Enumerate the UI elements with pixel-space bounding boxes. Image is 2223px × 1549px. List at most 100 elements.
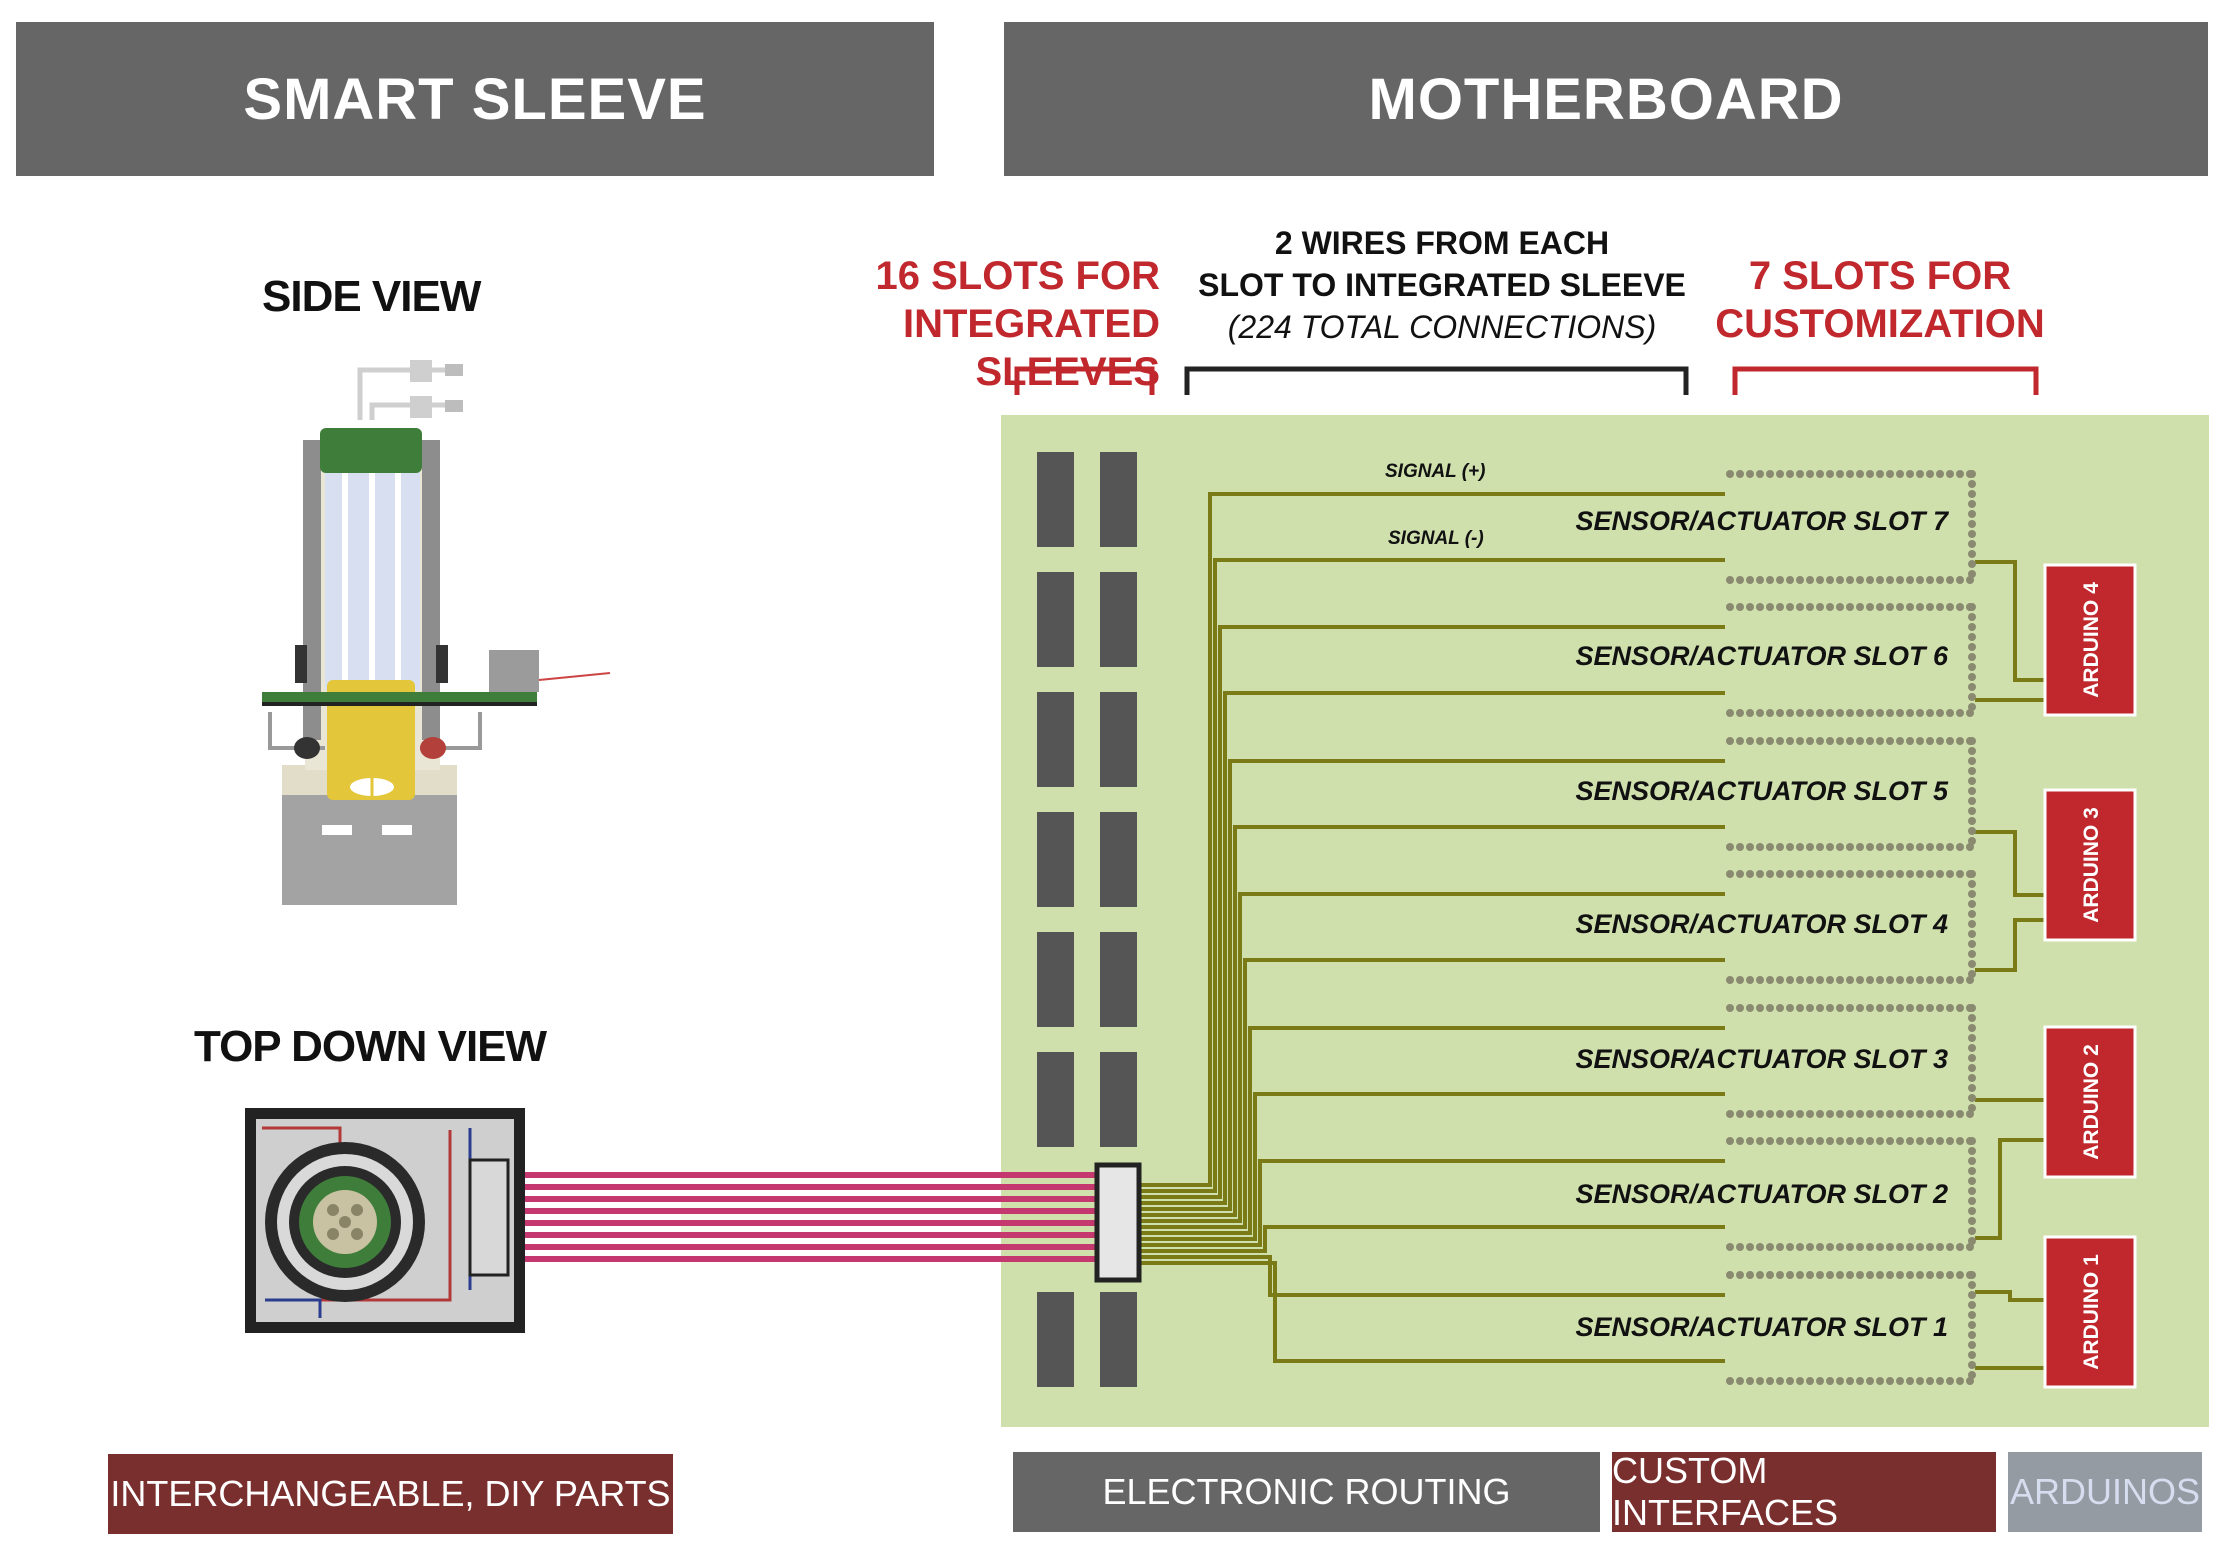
- connector-pin: [1946, 1377, 1954, 1385]
- connector-pin: [1866, 870, 1874, 878]
- connector-pin: [1736, 870, 1744, 878]
- connector-pin: [1766, 870, 1774, 878]
- connector-pin: [1896, 976, 1904, 984]
- connector-pin: [1826, 576, 1834, 584]
- connector-pin: [1968, 653, 1976, 661]
- connector-pin: [1816, 709, 1824, 717]
- arduino-3-label: ARDUINO 3: [2080, 807, 2103, 923]
- connector-pin: [1746, 1110, 1754, 1118]
- connector-pin: [1896, 1110, 1904, 1118]
- signal-wire: [1139, 1255, 1725, 1297]
- connector-pin: [1856, 1110, 1864, 1118]
- connector-pin: [1968, 777, 1976, 785]
- connector-pin: [1856, 470, 1864, 478]
- customization-line2: CUSTOMIZATION: [1715, 302, 2045, 346]
- connector-pin: [1968, 1341, 1976, 1349]
- connector-pin: [1876, 1271, 1884, 1279]
- connector-pin: [1968, 827, 1976, 835]
- connector-pin: [1926, 1377, 1934, 1385]
- connector-pin: [1968, 737, 1976, 745]
- connector-pin: [1968, 560, 1976, 568]
- connector-pin: [1968, 1074, 1976, 1082]
- connector-pin: [1756, 1271, 1764, 1279]
- arduinos-footer: ARDUINOS: [2008, 1452, 2202, 1532]
- connector-pin: [1756, 870, 1764, 878]
- connector-pin: [1726, 737, 1734, 745]
- smart-sleeve-header: SMART SLEEVE: [16, 22, 934, 176]
- connector-pin: [1926, 976, 1934, 984]
- connector-pin: [1806, 1004, 1814, 1012]
- connector-pin: [1968, 890, 1976, 898]
- connector-pin: [1766, 470, 1774, 478]
- connector-pin: [1906, 576, 1914, 584]
- connector-pin: [1746, 1004, 1754, 1012]
- customization-annotation: 7 SLOTS FOR CUSTOMIZATION: [1700, 252, 2060, 348]
- connector-pin: [1836, 843, 1844, 851]
- connector-pin: [1968, 1084, 1976, 1092]
- connector-pin: [1968, 910, 1976, 918]
- connector-pin: [1968, 1207, 1976, 1215]
- connector-pin: [1866, 603, 1874, 611]
- connector-pin: [1946, 470, 1954, 478]
- connector-pin: [1968, 797, 1976, 805]
- connector-pin: [1846, 1004, 1854, 1012]
- connector-pin: [1846, 870, 1854, 878]
- connector-pin: [1826, 976, 1834, 984]
- connector-pin: [1936, 470, 1944, 478]
- connector-pin: [1846, 709, 1854, 717]
- connector-pin: [1968, 920, 1976, 928]
- connector-pin: [1806, 1137, 1814, 1145]
- connector-pin: [1736, 737, 1744, 745]
- connector-pin: [1956, 1243, 1964, 1251]
- connector-pin: [1968, 970, 1976, 978]
- connector-pin: [1806, 976, 1814, 984]
- connector-pin: [1968, 1237, 1976, 1245]
- connector-pin: [1876, 1110, 1884, 1118]
- connector-pin: [1746, 470, 1754, 478]
- connector-pin: [1866, 1110, 1874, 1118]
- connector-pin: [1916, 1243, 1924, 1251]
- signal-minus-label: SIGNAL (-): [1388, 528, 1484, 549]
- electronic-routing-footer: ELECTRONIC ROUTING: [1013, 1452, 1600, 1532]
- connector-pin: [1736, 1377, 1744, 1385]
- integrated-sleeve-slots: [1037, 452, 1137, 1387]
- connector-pin: [1846, 1271, 1854, 1279]
- connector-pin: [1826, 1271, 1834, 1279]
- signal-wire: [1139, 958, 1725, 1229]
- connector-pin: [1786, 737, 1794, 745]
- top-down-view-illustration: [245, 1108, 525, 1333]
- customization-line1: 7 SLOTS FOR: [1748, 254, 2012, 298]
- connector-pin: [1956, 603, 1964, 611]
- connector-pin: [1968, 1371, 1976, 1379]
- connector-pin: [1806, 709, 1814, 717]
- connector-pin: [1856, 843, 1864, 851]
- connector-pin: [1756, 843, 1764, 851]
- connector-pin: [1876, 843, 1884, 851]
- connector-pin: [1946, 603, 1954, 611]
- connector-pin: [1968, 940, 1976, 948]
- connector-pin: [1766, 1243, 1774, 1251]
- connector-pin: [1968, 540, 1976, 548]
- connector-pin: [1916, 737, 1924, 745]
- connector-pin: [1968, 1311, 1976, 1319]
- connector-pin: [1968, 1054, 1976, 1062]
- side-view-illustration: [262, 360, 611, 905]
- connector-pin: [1896, 1243, 1904, 1251]
- arduino-4-label: ARDUINO 4: [2080, 582, 2103, 698]
- connector-pin: [1766, 1004, 1774, 1012]
- signal-wire: [1139, 759, 1725, 1211]
- wires-line2: SLOT TO INTEGRATED SLEEVE: [1198, 267, 1686, 303]
- connector-pin: [1916, 1271, 1924, 1279]
- connector-pin: [1876, 1004, 1884, 1012]
- connector-pin: [1916, 1137, 1924, 1145]
- connector-pin: [1776, 870, 1784, 878]
- connector-pin: [1968, 1014, 1976, 1022]
- connector-pin: [1956, 1271, 1964, 1279]
- connector-pin: [1756, 603, 1764, 611]
- connector-pin: [1916, 976, 1924, 984]
- connector-pin: [1968, 1034, 1976, 1042]
- connector-pin: [1968, 1331, 1976, 1339]
- wires-bracket: [1184, 366, 1689, 395]
- connector-pin: [1886, 603, 1894, 611]
- sleeve-slot: [1037, 1052, 1074, 1147]
